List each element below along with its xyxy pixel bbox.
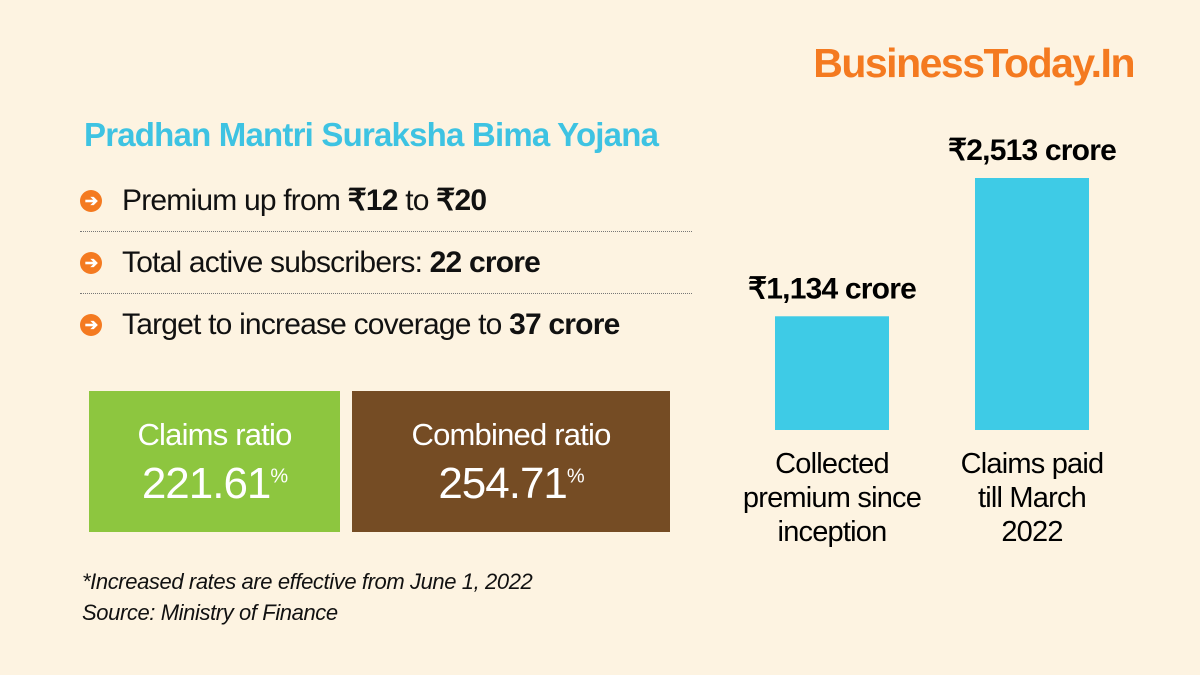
arrow-right-icon: ➔ [80, 251, 102, 274]
page-title: Pradhan Mantri Suraksha Bima Yojana [84, 116, 659, 153]
box-label: Claims ratio [137, 417, 292, 452]
bullet-item: ➔ Premium up from ₹12 to ₹20 [80, 170, 692, 232]
bullet-list: ➔ Premium up from ₹12 to ₹20 ➔ Total act… [80, 170, 692, 356]
bar [975, 178, 1089, 430]
footnote-source: Source: Ministry of Finance [82, 600, 338, 625]
category-label: till March [978, 482, 1086, 514]
arrow-right-icon: ➔ [80, 314, 102, 336]
bullet-item: ➔ Total active subscribers: 22 crore [80, 232, 692, 294]
category-label: Claims paid [961, 448, 1104, 480]
bullet-text: Total active subscribers: 22 crore [122, 245, 541, 279]
bullet-text: Target to increase coverage to 37 crore [122, 308, 620, 341]
category-label: inception [778, 516, 887, 548]
category-label: 2022 [1001, 516, 1062, 548]
data-label: ₹2,513 crore [948, 134, 1116, 167]
box-value: 254.71% [438, 459, 584, 508]
footnote: *Increased rates are effective from June… [82, 566, 533, 628]
combined-ratio-box: Combined ratio 254.71% [352, 391, 670, 532]
bullet-item: ➔ Target to increase coverage to 37 cror… [80, 294, 692, 356]
box-label: Combined ratio [411, 417, 611, 452]
category-label: Collected [775, 448, 889, 480]
bar [775, 316, 889, 430]
category-label: premium since [743, 482, 921, 514]
bullet-text: Premium up from ₹12 to ₹20 [122, 184, 487, 217]
data-label: ₹1,134 crore [748, 272, 916, 305]
box-value: 221.61% [141, 459, 288, 508]
footnote-rates: *Increased rates are effective from June… [82, 569, 533, 594]
arrow-right-icon: ➔ [80, 189, 102, 212]
claims-ratio-box: Claims ratio 221.61% [89, 391, 340, 532]
brand-logo: BusinessToday.In [813, 40, 1135, 86]
